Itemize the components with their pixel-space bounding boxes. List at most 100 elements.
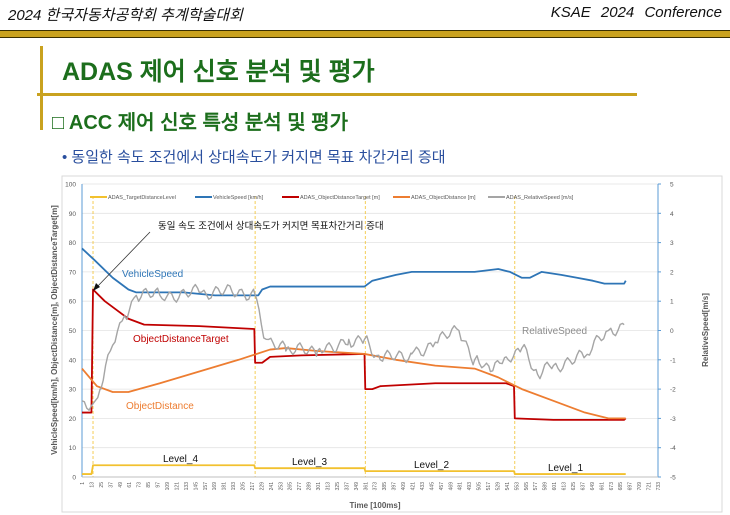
x-tick-label: 73	[137, 482, 143, 488]
x-tick-label: 193	[231, 482, 237, 491]
series-line-3	[81, 347, 626, 420]
series-line-0	[82, 464, 626, 475]
chart-legend: ADAS_TargetDistanceLevel VehicleSpeed [km…	[90, 195, 574, 201]
x-tick-label: 145	[193, 482, 199, 491]
x-tick-label: 265	[288, 482, 294, 491]
x-tick-label: 13	[89, 482, 95, 488]
x-tick-label: 121	[174, 482, 180, 491]
x-tick-label: 181	[222, 482, 228, 491]
series-line-2	[82, 288, 627, 421]
y-tick-label: 60	[69, 299, 77, 306]
x-tick-label: 289	[307, 482, 313, 491]
y2-tick-label: 5	[670, 182, 674, 189]
chart-frame	[61, 175, 723, 513]
x-tick-label: 385	[382, 482, 388, 491]
x-tick-label: 625	[571, 482, 577, 491]
y-tick-label: 10	[69, 445, 77, 452]
legend-entry: ADAS_ObjectDistance [m]	[411, 195, 476, 201]
arrow-head-icon	[93, 283, 100, 291]
header-divider	[0, 30, 730, 38]
y2-tick-label: 3	[670, 240, 674, 247]
x-tick-label: 313	[326, 482, 332, 491]
label-vehicle-speed: VehicleSpeed	[122, 269, 183, 280]
y2-tick-label: 2	[670, 269, 674, 276]
label-level-3: Level_3	[292, 457, 327, 468]
x-tick-label: 361	[363, 482, 369, 491]
x-tick-label: 97	[156, 482, 162, 488]
slide-subtitle: □ ACC 제어 신호 특성 분석 및 평가	[52, 112, 348, 134]
x-tick-label: 421	[410, 482, 416, 491]
x-tick-label: 205	[241, 482, 247, 491]
x-tick-label: 397	[392, 482, 398, 491]
x-tick-label: 589	[543, 482, 549, 491]
x-tick-label: 529	[495, 482, 501, 491]
y-tick-label: 70	[69, 269, 77, 276]
y2-axis-label: RelativeSpeed[m/s]	[701, 293, 710, 367]
x-tick-label: 37	[108, 482, 114, 488]
x-tick-label: 445	[429, 482, 435, 491]
x-tick-label: 553	[514, 482, 520, 491]
x-tick-label: 697	[628, 482, 634, 491]
x-tick-label: 517	[486, 482, 492, 491]
x-tick-label: 49	[118, 482, 124, 488]
y-tick-label: 30	[69, 387, 77, 394]
x-tick-label: 337	[344, 482, 350, 491]
y2-tick-label: -4	[670, 445, 676, 452]
x-tick-label: 217	[250, 482, 256, 491]
y-tick-label: 40	[69, 357, 77, 364]
x-tick-label: 349	[354, 482, 360, 491]
legend-entry: ADAS_RelativeSpeed [m/s]	[506, 195, 574, 201]
y-tick-label: 50	[69, 328, 77, 335]
x-tick-label: 613	[562, 482, 568, 491]
x-tick-label: 505	[477, 482, 483, 491]
x-tick-label: 685	[618, 482, 624, 491]
x-tick-label: 481	[458, 482, 464, 491]
label-object-distance: ObjectDistance	[126, 401, 194, 412]
x-tick-label: 469	[448, 482, 454, 491]
y-tick-label: 80	[69, 240, 77, 247]
series-line-4	[81, 283, 625, 411]
label-level-1: Level_1	[548, 463, 583, 474]
slide-bullet: • 동일한 속도 조건에서 상대속도가 커지면 목표 차간거리 증대	[62, 149, 446, 166]
x-tick-label: 601	[552, 482, 558, 491]
x-tick-label: 133	[184, 482, 190, 491]
y-tick-label: 100	[65, 182, 76, 189]
x-tick-label: 661	[599, 482, 605, 491]
y2-tick-label: -3	[670, 416, 676, 423]
x-tick-label: 109	[165, 482, 171, 491]
callout-arrow	[95, 231, 151, 289]
y-axis-label: VehicleSpeed[km/h], ObjectDistance[m], O…	[50, 205, 59, 455]
x-tick-label: 493	[467, 482, 473, 491]
legend-entry: ADAS_ObjectDistanceTarget [m]	[300, 195, 380, 201]
y-tick-label: 20	[69, 416, 77, 423]
x-axis-label: Time [100ms]	[350, 501, 401, 510]
legend-entry: VehicleSpeed [km/h]	[213, 195, 264, 201]
legend-entry: ADAS_TargetDistanceLevel	[108, 195, 176, 201]
x-tick-label: 409	[401, 482, 407, 491]
x-tick-label: 229	[259, 482, 265, 491]
x-tick-label: 1	[80, 482, 86, 485]
title-accent-horizontal	[37, 93, 637, 96]
x-tick-label: 709	[637, 482, 643, 491]
x-tick-label: 649	[590, 482, 596, 491]
y2-tick-label: 1	[670, 299, 674, 306]
title-accent-vertical	[40, 46, 43, 130]
series-line-1	[81, 247, 627, 297]
y-tick-label: 0	[72, 475, 76, 482]
callout-text: 동일 속도 조건에서 상대속도가 커지면 목표차간거리 증대	[158, 220, 384, 232]
x-tick-label: 721	[647, 482, 653, 491]
chart-series	[81, 247, 627, 475]
label-level-4: Level_4	[163, 454, 198, 465]
x-tick-label: 85	[146, 482, 152, 488]
y2-tick-label: -5	[670, 475, 676, 482]
x-tick-label: 25	[99, 482, 105, 488]
x-tick-label: 457	[439, 482, 445, 491]
label-relative-speed: RelativeSpeed	[522, 326, 587, 337]
slide-title: ADAS 제어 신호 분석 및 평가	[62, 58, 375, 86]
y-tick-label: 90	[69, 211, 77, 218]
header-conference-korean: 2024 한국자동차공학회 추계학술대회	[8, 7, 243, 24]
x-tick-label: 241	[269, 482, 275, 491]
y2-tick-label: 0	[670, 328, 674, 335]
